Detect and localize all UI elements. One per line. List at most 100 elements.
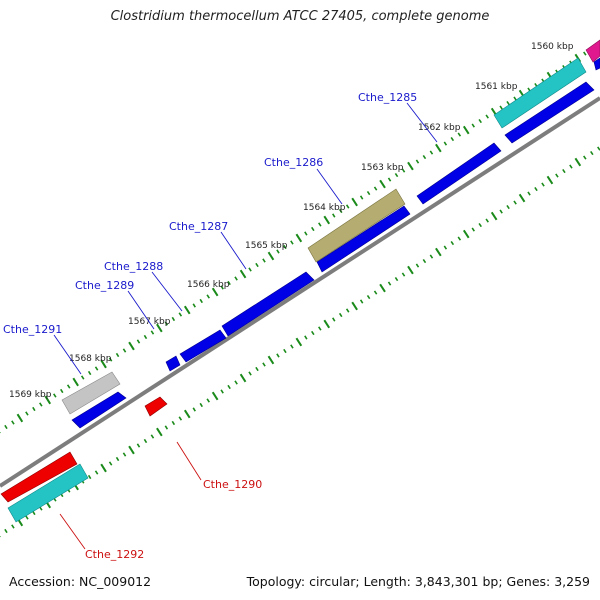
scale-tick	[11, 420, 15, 425]
gene-arrow-cthe-1292[interactable]	[0, 451, 78, 503]
forward-tick-track	[0, 42, 600, 434]
scale-tick	[518, 193, 526, 203]
gene-label-cthe-1285[interactable]: Cthe_1285	[358, 91, 417, 104]
scale-tick	[435, 247, 442, 257]
scale-tick	[462, 229, 470, 239]
scale-tick	[192, 303, 196, 308]
scale-tick	[206, 398, 210, 403]
scale-tick	[379, 283, 386, 293]
scale-tick	[415, 159, 420, 164]
scale-tick	[108, 461, 113, 466]
scale-tick	[478, 222, 482, 228]
scale-tick	[66, 384, 71, 389]
scale-tick	[555, 173, 559, 178]
leader-line-cthe-1289	[127, 290, 155, 330]
gene-label-cthe-1286[interactable]: Cthe_1286	[264, 156, 323, 169]
gene-arrow-cthe-1289[interactable]	[165, 355, 181, 372]
scale-tick	[345, 204, 350, 209]
scale-tick	[569, 164, 573, 169]
scale-tick	[295, 337, 303, 347]
feature-block-olive[interactable]	[307, 188, 406, 263]
scale-tick	[485, 218, 489, 223]
scale-tick	[128, 341, 135, 351]
scale-tick	[25, 411, 29, 416]
scale-tick	[366, 294, 371, 300]
scale-label: 1565 kbp	[245, 241, 288, 251]
scale-tick	[318, 222, 322, 227]
gene-arrow-cthe-1284[interactable]	[504, 81, 595, 144]
label-leader-lines	[53, 102, 438, 550]
gene-arrow-cthe-1286[interactable]	[316, 205, 411, 273]
scale-tick	[534, 186, 538, 192]
scale-tick	[211, 287, 219, 297]
gene-label-cthe-1291[interactable]: Cthe_1291	[3, 323, 62, 336]
scale-tick	[506, 204, 510, 210]
scale-tick	[136, 443, 141, 448]
scale-tick	[171, 316, 176, 322]
scale-tick	[527, 191, 531, 196]
gene-label-cthe-1287[interactable]: Cthe_1287	[169, 220, 228, 233]
scale-tick	[4, 528, 8, 534]
scale-tick	[39, 402, 43, 407]
scale-tick	[318, 326, 322, 331]
scale-tick	[574, 157, 582, 167]
scale-tick	[583, 51, 587, 56]
scale-tick	[11, 524, 15, 529]
feature-block-cyan-upper[interactable]	[493, 57, 587, 129]
scale-tick	[295, 233, 303, 243]
scale-tick	[546, 175, 554, 185]
scale-tick	[267, 355, 275, 365]
scale-tick	[220, 285, 224, 290]
gene-label-cthe-1288[interactable]: Cthe_1288	[104, 260, 163, 273]
gene-labels: Cthe_1285 Cthe_1286 Cthe_1287 Cthe_1288 …	[3, 91, 417, 561]
reverse-tick-track	[0, 146, 600, 538]
scale-tick	[16, 413, 24, 423]
scale-tick	[60, 388, 64, 394]
gene-arrow-cthe-1291[interactable]	[71, 391, 127, 429]
scale-tick	[87, 474, 92, 480]
feature-block-magenta[interactable]	[585, 39, 600, 63]
map-title: Clostridium thermocellum ATCC 27405, com…	[110, 9, 490, 24]
scale-tick	[122, 452, 127, 457]
scale-tick	[387, 177, 392, 182]
scale-tick	[44, 395, 52, 405]
scale-tick	[373, 186, 378, 191]
scale-tick	[128, 445, 135, 455]
scale-tick	[457, 236, 462, 241]
scale-tick	[143, 334, 148, 340]
scale-tick	[178, 312, 183, 317]
scale-tick	[332, 213, 336, 218]
scale-tick	[32, 406, 36, 412]
scale-tick	[407, 161, 414, 171]
gene-label-cthe-1289[interactable]: Cthe_1289	[75, 279, 134, 292]
leader-line-cthe-1288	[151, 271, 183, 312]
gene-arrow-cthe-1288[interactable]	[179, 329, 227, 363]
scale-tick	[87, 370, 92, 376]
scale-label: 1564 kbp	[303, 203, 346, 213]
scale-tick	[183, 305, 191, 315]
gene-arrow-cthe-1290[interactable]	[144, 396, 168, 417]
feature-block-cyan-lower[interactable]	[7, 463, 89, 523]
scale-tick	[450, 240, 455, 246]
scale-tick	[267, 251, 275, 261]
scale-tick	[199, 402, 203, 408]
gene-arrow-cthe-1287[interactable]	[221, 271, 315, 337]
scale-tick	[499, 105, 503, 110]
scale-tick	[150, 330, 155, 335]
scale-tick	[255, 366, 259, 372]
feature-block-grey[interactable]	[61, 371, 121, 415]
scale-tick	[359, 299, 364, 304]
scale-tick	[108, 357, 113, 362]
scale-tick	[239, 373, 247, 383]
gene-arrow-cthe-1283[interactable]	[593, 57, 600, 71]
scale-tick	[262, 362, 266, 367]
scale-tick	[422, 258, 427, 264]
gene-label-cthe-1290[interactable]: Cthe_1290	[203, 478, 262, 491]
scale-tick	[239, 269, 247, 279]
scale-tick	[338, 208, 343, 214]
gene-arrow-cthe-1285[interactable]	[416, 142, 502, 205]
scale-tick	[150, 434, 155, 439]
scale-tick	[227, 384, 231, 390]
gene-label-cthe-1292[interactable]: Cthe_1292	[85, 548, 144, 561]
